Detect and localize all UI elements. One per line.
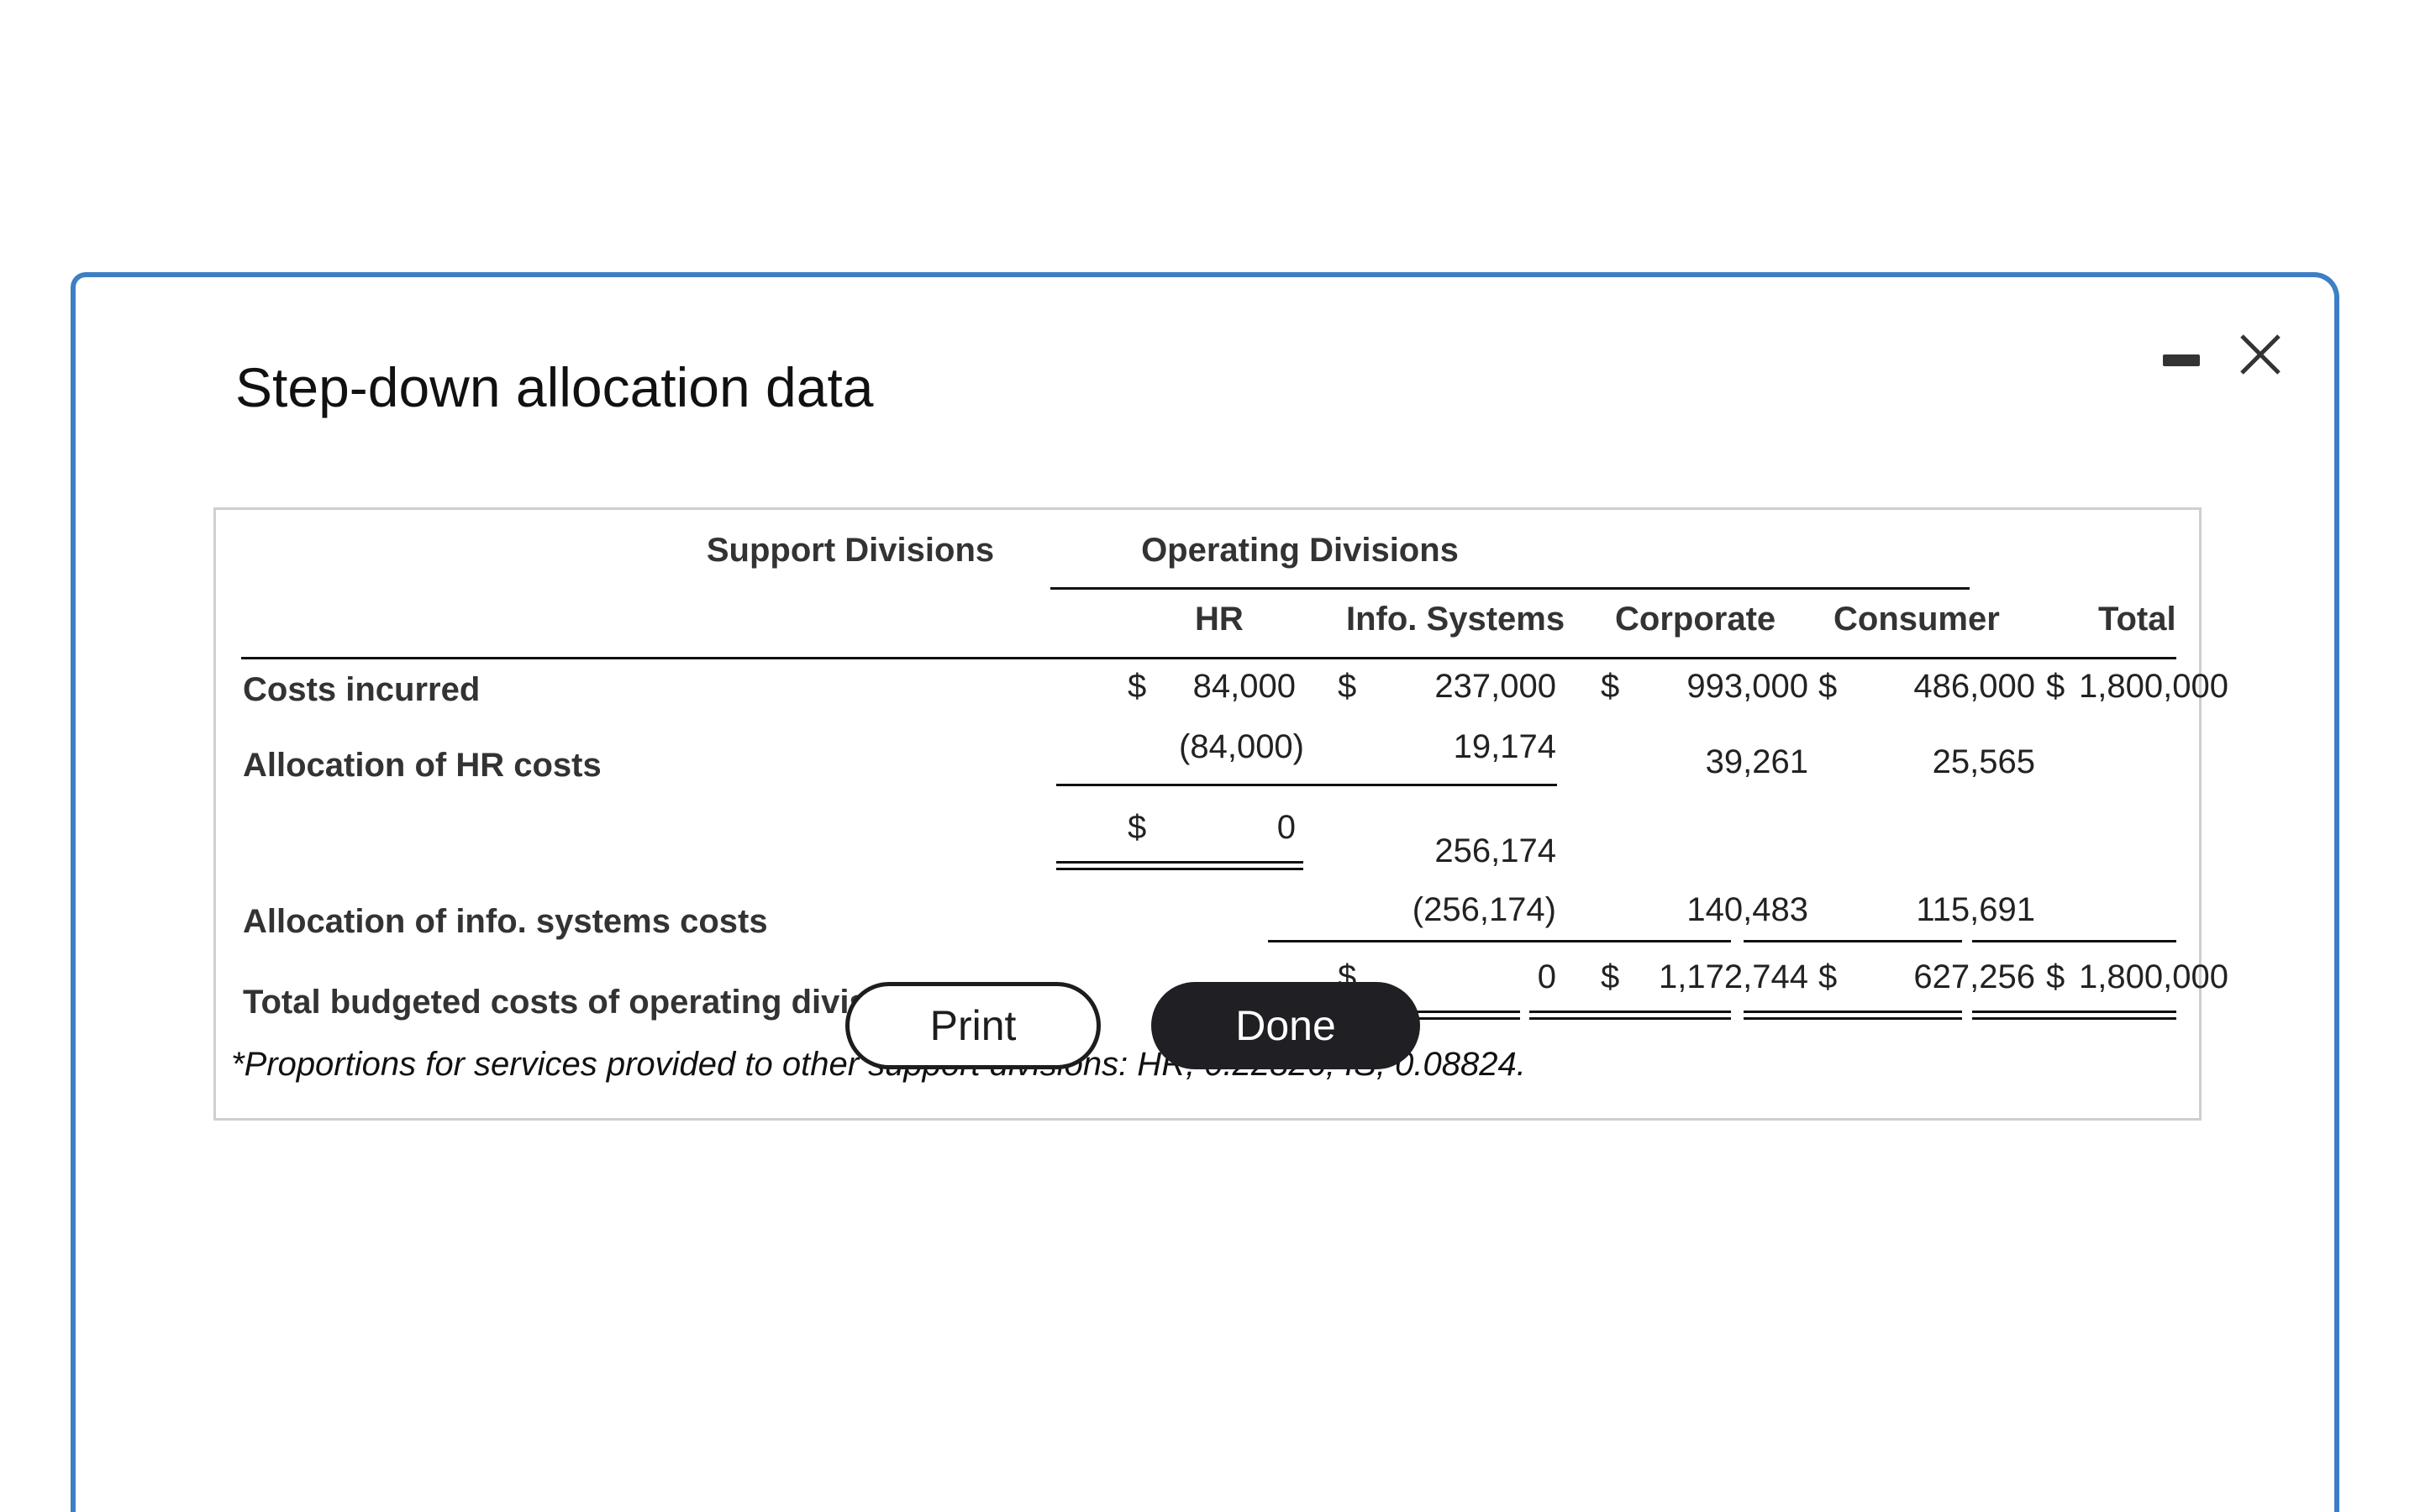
double-underline-total-corporate bbox=[1529, 1011, 1731, 1020]
column-header-rule bbox=[241, 657, 2176, 659]
col-info-systems: Info. Systems bbox=[1346, 601, 1565, 638]
close-icon[interactable] bbox=[2235, 329, 2286, 380]
currency-symbol: $ bbox=[2046, 668, 2065, 705]
cell-costs-corporate: 993,000 bbox=[1686, 668, 1808, 705]
row-label-costs-incurred: Costs incurred bbox=[243, 671, 481, 708]
cell-total-is: 0 bbox=[1537, 958, 1556, 995]
cell-costs-is: 237,000 bbox=[1434, 668, 1556, 705]
double-underline-total-total bbox=[1972, 1011, 2176, 1020]
currency-symbol: $ bbox=[1338, 668, 1357, 705]
currency-symbol: $ bbox=[1601, 958, 1620, 995]
minimize-icon[interactable] bbox=[2163, 354, 2200, 366]
cell-total-consumer: 627,256 bbox=[1913, 958, 2035, 995]
underline-alloc-hr-hr bbox=[1056, 784, 1303, 786]
print-button[interactable]: Print bbox=[845, 982, 1101, 1069]
cell-costs-hr: 84,000 bbox=[1192, 668, 1296, 705]
cell-alloc-hr-consumer: 25,565 bbox=[1932, 743, 2035, 780]
currency-symbol: $ bbox=[1128, 668, 1147, 705]
col-corporate: Corporate bbox=[1615, 601, 1776, 638]
cell-subtotal-is: 256,174 bbox=[1434, 832, 1556, 869]
cell-alloc-hr-hr: (84,000) bbox=[1179, 728, 1304, 765]
currency-symbol: $ bbox=[1601, 668, 1620, 705]
header-operating-divisions: Operating Divisions bbox=[1141, 532, 1459, 569]
currency-symbol: $ bbox=[1818, 668, 1838, 705]
underline-alloc-hr-is bbox=[1268, 784, 1557, 786]
cell-alloc-is-is: (256,174) bbox=[1412, 891, 1556, 928]
underline-alloc-is-consumer bbox=[1744, 940, 1962, 942]
double-underline-subtotal-hr bbox=[1056, 861, 1303, 870]
cell-alloc-is-consumer: 115,691 bbox=[1916, 891, 2035, 928]
cell-costs-consumer: 486,000 bbox=[1913, 668, 2035, 705]
cell-subtotal-hr: 0 bbox=[1276, 809, 1296, 846]
cell-alloc-hr-corporate: 39,261 bbox=[1705, 743, 1808, 780]
col-consumer: Consumer bbox=[1833, 601, 2000, 638]
cell-total-corporate: 1,172,744 bbox=[1659, 958, 1808, 995]
cell-total-total: 1,800,000 bbox=[2079, 958, 2228, 995]
group-header-rule bbox=[1050, 587, 1970, 590]
row-label-total-budgeted: Total budgeted costs of operating divisi… bbox=[243, 984, 937, 1021]
underline-alloc-is-is bbox=[1268, 940, 1557, 942]
header-support-divisions: Support Divisions bbox=[706, 532, 995, 569]
currency-symbol: $ bbox=[1128, 809, 1147, 846]
double-underline-total-consumer bbox=[1744, 1011, 1962, 1020]
underline-alloc-is-total bbox=[1972, 940, 2176, 942]
done-button[interactable]: Done bbox=[1151, 982, 1420, 1069]
cell-alloc-hr-is: 19,174 bbox=[1453, 728, 1556, 765]
underline-alloc-is-corporate bbox=[1529, 940, 1731, 942]
col-total: Total bbox=[2098, 601, 2176, 638]
row-label-allocation-is: Allocation of info. systems costs bbox=[243, 903, 768, 940]
currency-symbol: $ bbox=[2046, 958, 2065, 995]
cell-alloc-is-corporate: 140,483 bbox=[1686, 891, 1808, 928]
currency-symbol: $ bbox=[1818, 958, 1838, 995]
dialog: Step-down allocation data Support Divisi… bbox=[71, 272, 2339, 1512]
col-hr: HR bbox=[1195, 601, 1244, 638]
cell-costs-total: 1,800,000 bbox=[2079, 668, 2228, 705]
row-label-allocation-hr: Allocation of HR costs bbox=[243, 747, 602, 784]
dialog-title: Step-down allocation data bbox=[235, 356, 874, 418]
